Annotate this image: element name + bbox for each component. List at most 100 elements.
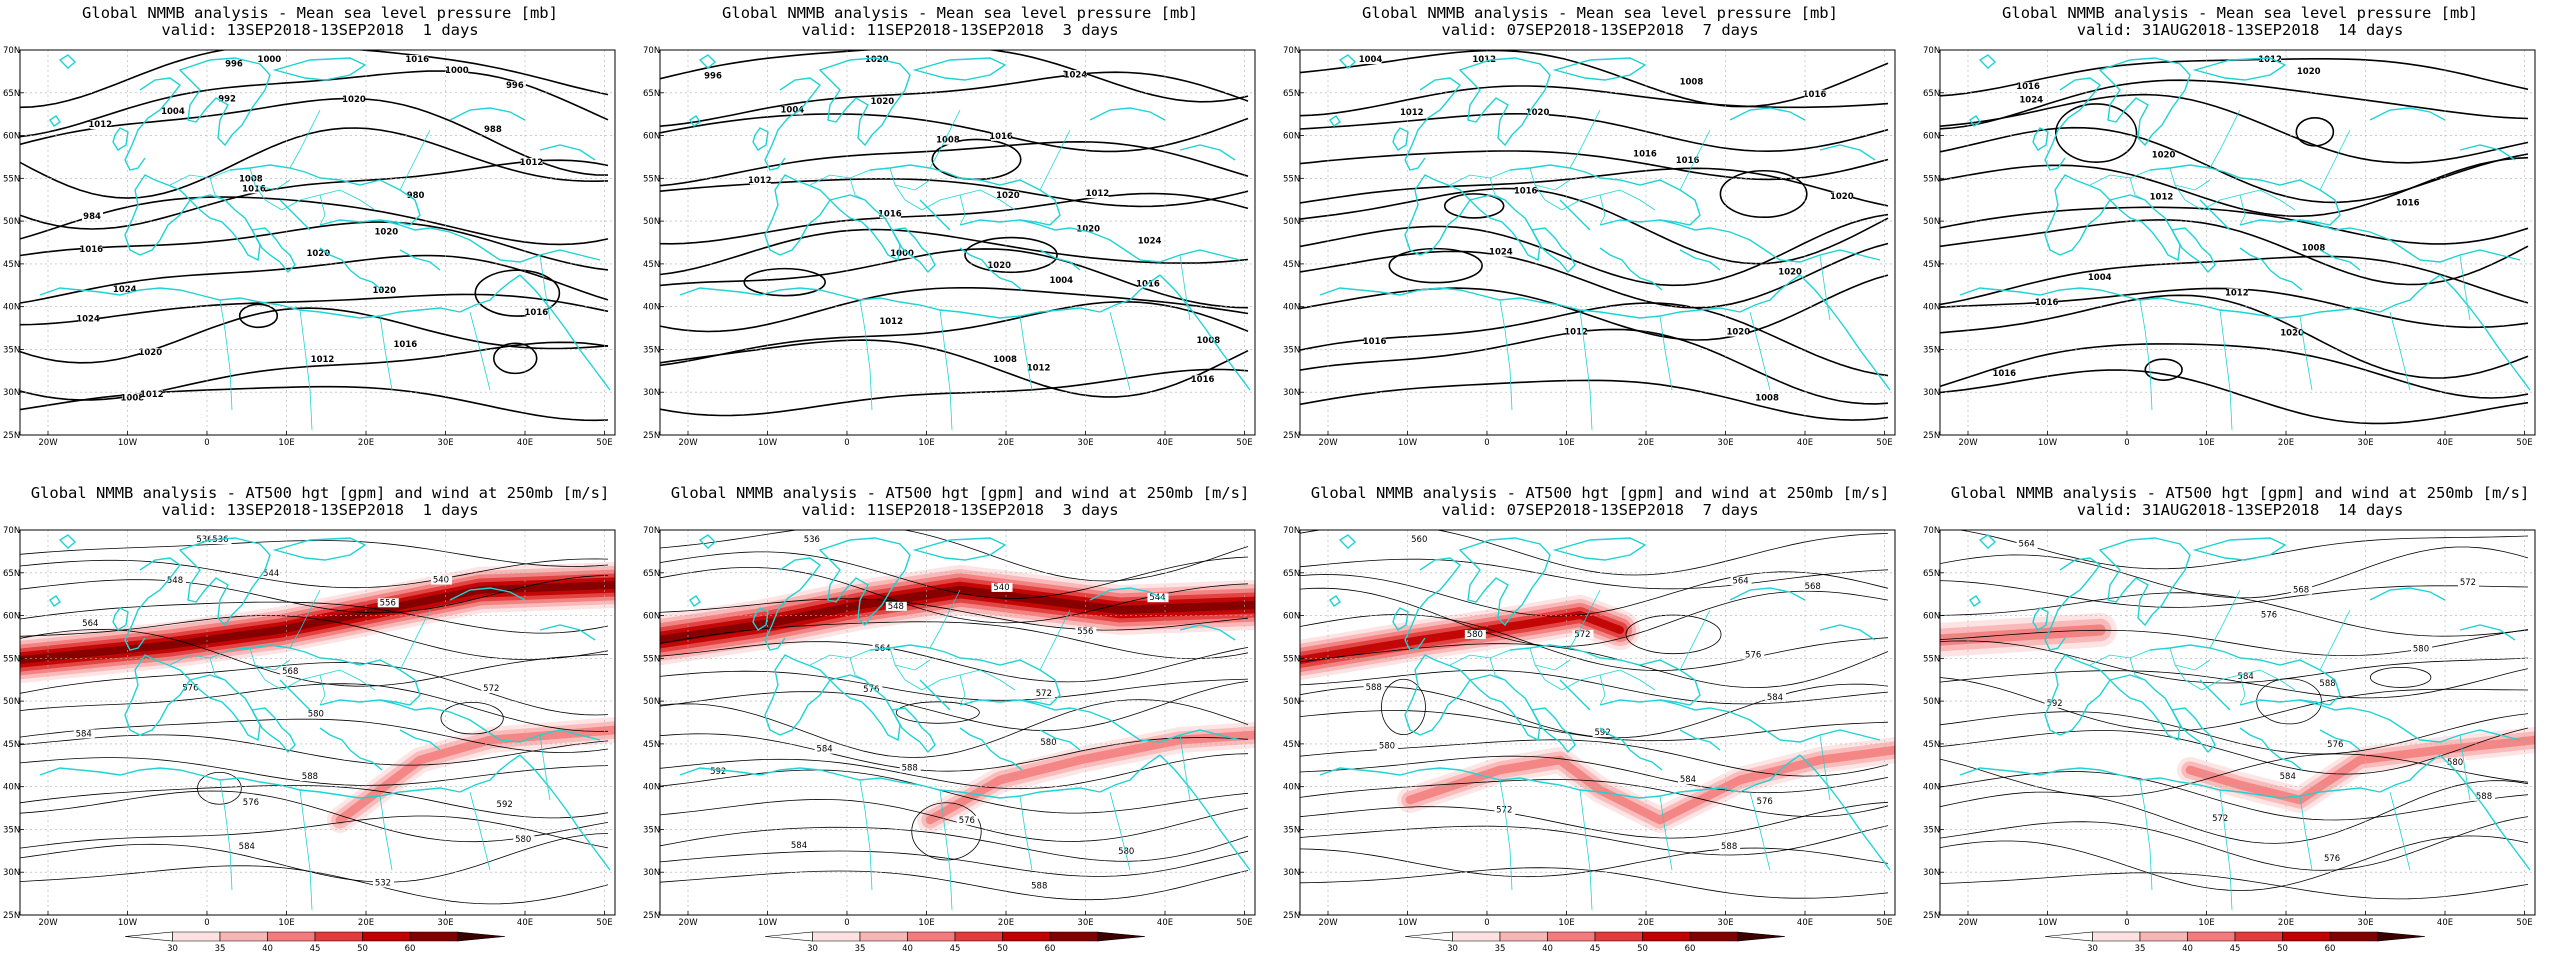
coastline-path bbox=[2239, 247, 2303, 291]
colorbar-tick-label: 45 bbox=[2230, 944, 2241, 954]
colorbar-tick-label: 60 bbox=[1685, 944, 1696, 954]
isoline-label-bg bbox=[1527, 108, 1549, 118]
coastline-path bbox=[1679, 249, 1721, 271]
closed-isoline bbox=[2144, 358, 2183, 381]
isoline-label-bg bbox=[2298, 67, 2320, 77]
lat-tick-label: 70N bbox=[643, 46, 660, 56]
coastline-path bbox=[1599, 699, 1766, 731]
lon-tick-label: 20E bbox=[358, 438, 374, 448]
lon-tick-label: 0 bbox=[1484, 438, 1489, 448]
coastline-path bbox=[319, 247, 383, 291]
coastline-path bbox=[912, 537, 1007, 561]
colorbar-swatch bbox=[2377, 931, 2426, 942]
isoline-label-bg bbox=[2303, 243, 2325, 253]
map-frame bbox=[19, 49, 616, 436]
border-path bbox=[2319, 129, 2351, 191]
coastline-path bbox=[1530, 227, 1576, 274]
border-path bbox=[299, 309, 313, 431]
colorbar-swatch bbox=[1049, 931, 1098, 942]
isoline-label-bg bbox=[1677, 774, 1699, 784]
closed-isoline bbox=[474, 269, 561, 317]
isoline bbox=[1940, 780, 2529, 844]
border-path bbox=[1619, 669, 1656, 691]
isoline bbox=[1940, 753, 2529, 797]
coastline-path bbox=[2044, 557, 2102, 651]
isoline-label-bg bbox=[377, 598, 399, 608]
isoline-label-bg bbox=[122, 393, 144, 403]
border-path bbox=[319, 194, 326, 226]
isoline-label-bg bbox=[2445, 758, 2467, 768]
lon-tick-label: 20W bbox=[38, 438, 58, 448]
coastline-path bbox=[2149, 164, 2341, 226]
isoline-labels: 1004 1008 1012 1016 1020 1016 1020 1024 1020 1016… bbox=[1359, 55, 1854, 403]
border-path bbox=[1659, 795, 1673, 871]
lat-tick-label: 40N bbox=[1283, 303, 1300, 313]
isoline bbox=[20, 540, 609, 567]
lon-tick-label: 30E bbox=[2357, 918, 2373, 928]
map-panel: Global NMMB analysis - Mean sea level pr… bbox=[1920, 0, 2560, 480]
isoline-label-bg bbox=[872, 97, 894, 107]
map-canvas: 9961000100410081012101610201000100410081… bbox=[643, 46, 1256, 448]
coastline-path bbox=[2192, 537, 2287, 561]
lon-tick-label: 10E bbox=[1558, 918, 1574, 928]
coastline-path bbox=[1969, 115, 1981, 127]
isolines bbox=[1940, 530, 2529, 900]
isoline-label-bg bbox=[1147, 593, 1169, 603]
lon-tick-label: 30E bbox=[1717, 438, 1733, 448]
border-path bbox=[2139, 299, 2153, 411]
lat-tick-label: 60N bbox=[643, 132, 660, 142]
isoline-label: 1016 bbox=[1676, 156, 1700, 166]
colorbar-swatch bbox=[1499, 931, 1548, 942]
longitude-axis: 20W 10W 0 10E 20E 30E 40E 50E bbox=[1958, 911, 2533, 928]
isoline-label: 536 bbox=[804, 535, 820, 545]
lat-tick-label: 70N bbox=[1923, 46, 1940, 56]
isoline-label: 1016 bbox=[524, 308, 548, 318]
border-path bbox=[1679, 129, 1711, 191]
isoline-label-bg bbox=[2153, 150, 2175, 160]
coastline-path bbox=[1404, 77, 1462, 171]
border-path bbox=[209, 657, 226, 681]
isoline-label-bg bbox=[881, 317, 903, 327]
lon-tick-label: 20E bbox=[1638, 438, 1654, 448]
coastline-path bbox=[2199, 199, 2231, 231]
panel-valid-period: valid: 11SEP2018-13SEP2018 3 days bbox=[801, 501, 1119, 519]
lon-tick-label: 20W bbox=[1958, 438, 1978, 448]
colorbar-tick-label: 30 bbox=[167, 944, 178, 954]
gridlines bbox=[1300, 530, 1895, 915]
lat-tick-label: 60N bbox=[3, 612, 20, 622]
isoline-label: 1016 bbox=[989, 132, 1013, 142]
coastline-path bbox=[279, 199, 311, 231]
isoline-label: 1024 bbox=[2019, 95, 2043, 105]
lat-tick-label: 45N bbox=[3, 740, 20, 750]
isoline-label: 576 bbox=[2324, 854, 2340, 864]
lon-tick-label: 20W bbox=[38, 918, 58, 928]
coastline-path bbox=[1099, 754, 1161, 793]
coastline-path bbox=[919, 199, 951, 231]
lon-tick-label: 20W bbox=[1958, 918, 1978, 928]
lon-tick-label: 40E bbox=[2437, 438, 2453, 448]
colorbar-tick-label: 30 bbox=[807, 944, 818, 954]
isoline-label-bg bbox=[1051, 275, 1073, 285]
closed-isoline bbox=[492, 342, 538, 375]
isoline-label-bg bbox=[494, 799, 516, 809]
isoline-label-bg bbox=[405, 190, 427, 200]
isoline-label: 592 bbox=[497, 800, 513, 810]
lon-tick-label: 20E bbox=[358, 918, 374, 928]
isoline-label: 1000 bbox=[258, 55, 282, 65]
colorbar-tick-label: 45 bbox=[950, 944, 961, 954]
isoline bbox=[660, 192, 1249, 245]
colorbar-tick-label: 50 bbox=[357, 944, 368, 954]
isoline-label-bg bbox=[989, 261, 1011, 271]
coastline-path bbox=[1739, 754, 1801, 793]
border-path bbox=[219, 299, 233, 411]
border-path bbox=[1019, 315, 1033, 391]
coastline-path bbox=[959, 699, 1126, 731]
lon-tick-label: 20E bbox=[2278, 918, 2294, 928]
lat-tick-label: 45N bbox=[1923, 260, 1940, 270]
border-path bbox=[1529, 167, 1563, 211]
isoline-label-bg bbox=[1364, 337, 1386, 347]
lat-tick-label: 30N bbox=[643, 868, 660, 878]
border-path bbox=[959, 194, 966, 226]
colorbar-tick-label: 40 bbox=[1542, 944, 1553, 954]
isoline bbox=[20, 221, 609, 271]
